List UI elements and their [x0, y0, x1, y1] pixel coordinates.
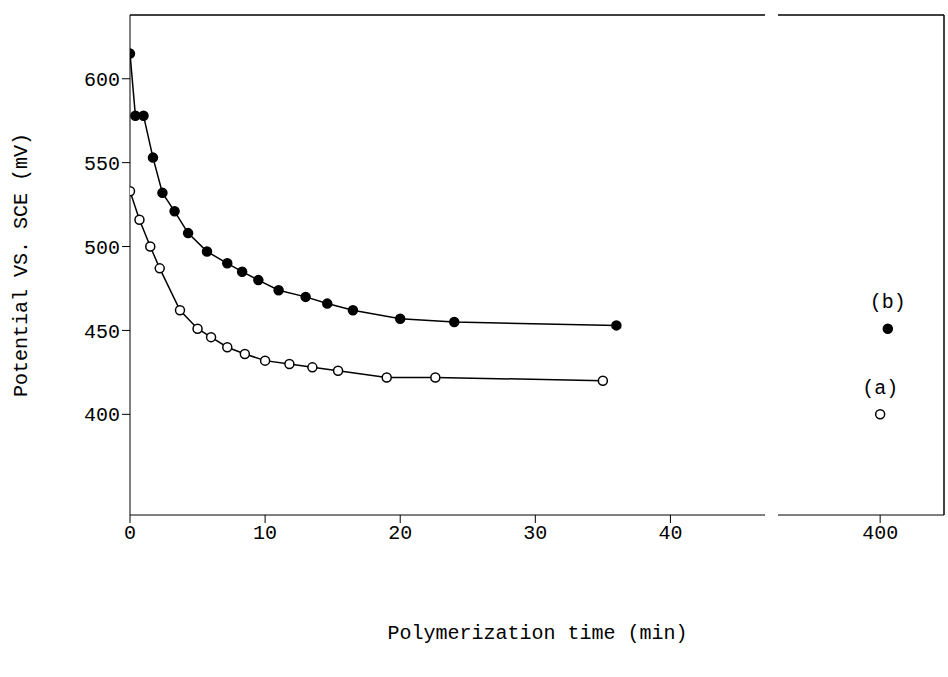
- svg-text:600: 600: [84, 69, 120, 92]
- svg-text:400: 400: [84, 404, 120, 427]
- svg-text:10: 10: [253, 522, 277, 545]
- svg-text:450: 450: [84, 321, 120, 344]
- svg-text:Potential VS. SCE (mV): Potential VS. SCE (mV): [10, 133, 33, 397]
- svg-text:40: 40: [658, 522, 682, 545]
- svg-text:20: 20: [388, 522, 412, 545]
- svg-text:(a): (a): [862, 377, 898, 400]
- svg-text:0: 0: [124, 522, 136, 545]
- html-text:Polymerization time (min): Polymerization time (min): [387, 622, 688, 645]
- svg-text:400: 400: [862, 522, 898, 545]
- svg-text:30: 30: [523, 522, 547, 545]
- svg-text:550: 550: [84, 153, 120, 176]
- svg-text:500: 500: [84, 237, 120, 260]
- svg-text:(b): (b): [870, 291, 906, 314]
